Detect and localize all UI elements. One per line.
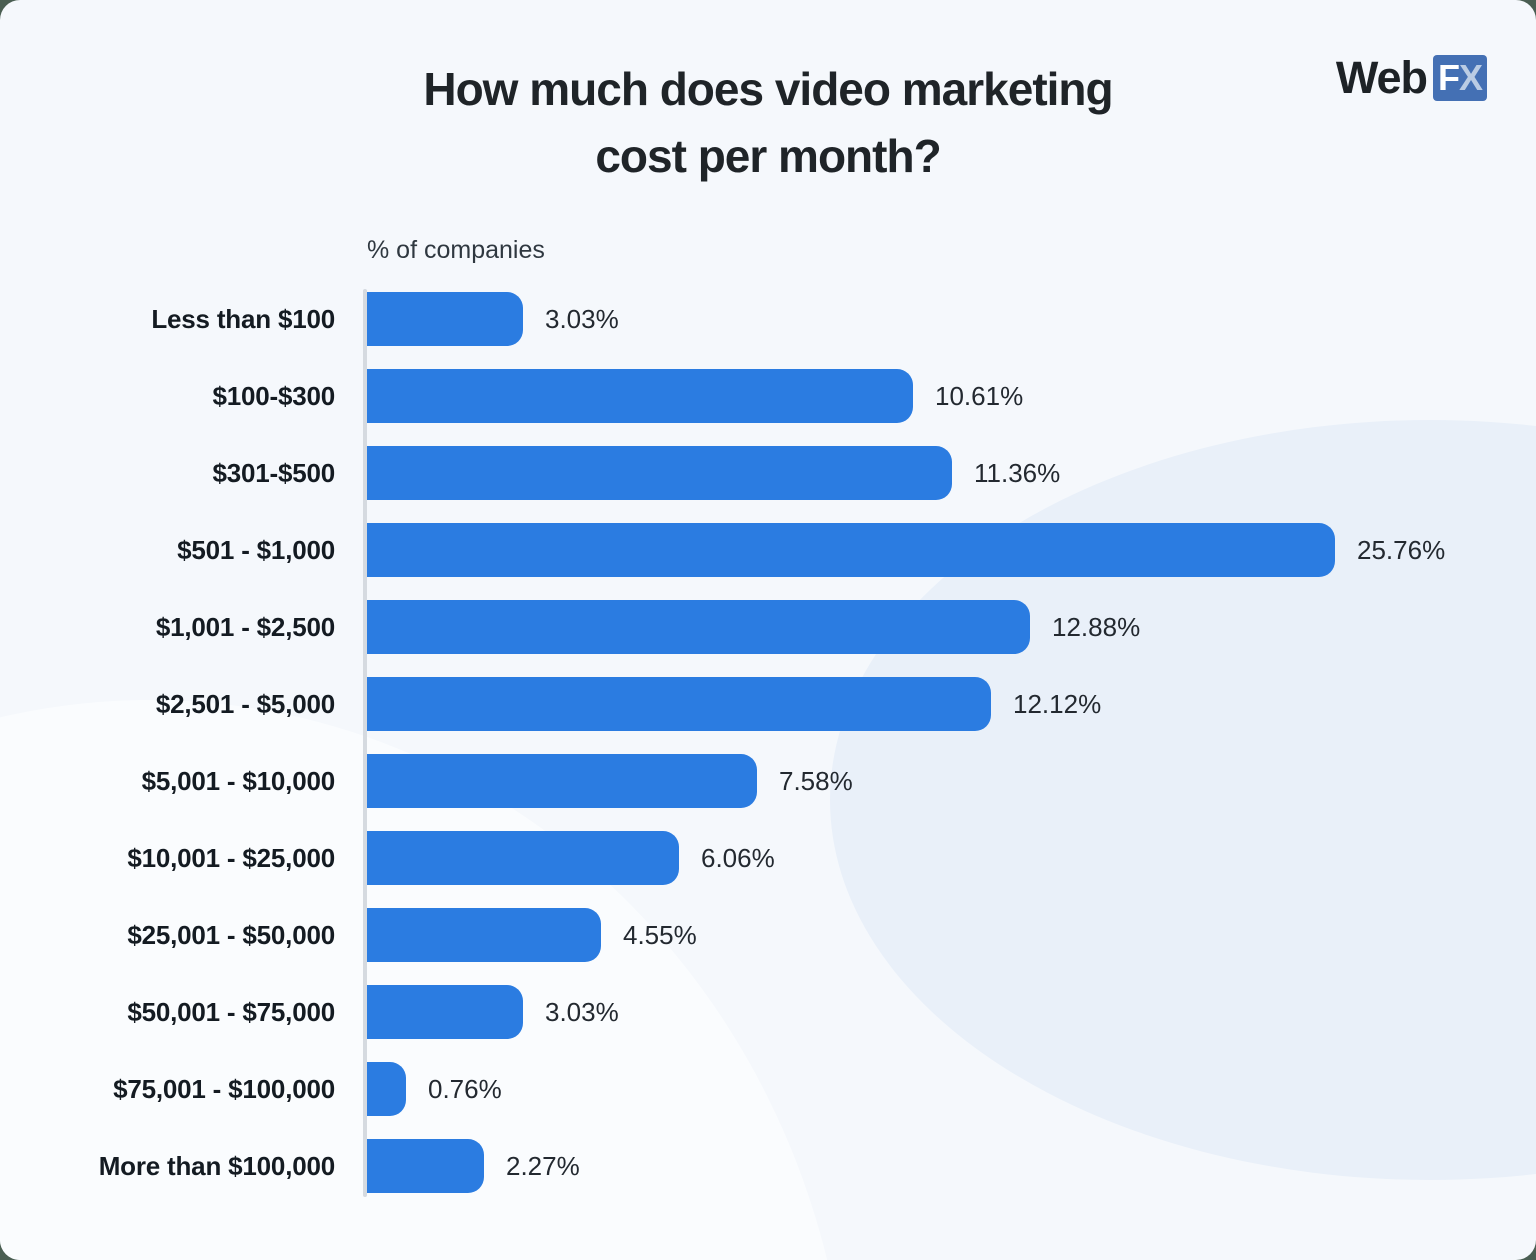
category-label: $75,001 - $100,000 — [113, 1074, 335, 1104]
category-label: Less than $100 — [151, 304, 335, 334]
category-label: $25,001 - $50,000 — [127, 920, 335, 950]
logo-text-web: Web — [1335, 52, 1428, 103]
value-label: 10.61% — [935, 381, 1024, 411]
bar — [367, 523, 1335, 577]
chart-row: $1,001 - $2,500 12.88% — [0, 600, 1536, 654]
value-label: 0.76% — [428, 1074, 502, 1104]
category-label: $5,001 - $10,000 — [141, 766, 336, 796]
bar — [367, 677, 991, 731]
bar — [367, 831, 679, 885]
category-label: $10,001 - $25,000 — [127, 843, 335, 873]
bar — [367, 1062, 406, 1116]
chart-row: $75,001 - $100,000 0.76% — [0, 1062, 1536, 1116]
chart-title: How much does video marketing cost per m… — [0, 56, 1536, 190]
axis-caption: % of companies — [367, 236, 545, 264]
chart-row: $50,001 - $75,000 3.03% — [0, 985, 1536, 1039]
chart-row: $301-$500 11.36% — [0, 446, 1536, 500]
bar — [367, 1139, 484, 1193]
value-label: 12.12% — [1013, 689, 1102, 719]
logo-badge-letter-f: F — [1437, 57, 1460, 98]
value-label: 3.03% — [545, 304, 619, 334]
value-label: 2.27% — [506, 1151, 580, 1181]
category-label: $501 - $1,000 — [177, 535, 335, 565]
chart-row: $25,001 - $50,000 4.55% — [0, 908, 1536, 962]
logo-badge-letter-x: X — [1458, 57, 1483, 98]
bar — [367, 369, 913, 423]
bar-chart: Less than $100 3.03% $100-$300 10.61% $301-$… — [0, 292, 1536, 1216]
chart-row: Less than $100 3.03% — [0, 292, 1536, 346]
category-label: $1,001 - $2,500 — [155, 612, 335, 642]
value-label: 3.03% — [545, 997, 619, 1027]
value-label: 6.06% — [701, 843, 775, 873]
chart-row: $2,501 - $5,000 12.12% — [0, 677, 1536, 731]
bar — [367, 908, 601, 962]
chart-title-line1: How much does video marketing — [423, 63, 1113, 115]
value-label: 12.88% — [1052, 612, 1141, 642]
value-label: 11.36% — [974, 458, 1061, 488]
chart-row: $501 - $1,000 25.76% — [0, 523, 1536, 577]
bar — [367, 446, 952, 500]
chart-row: $100-$300 10.61% — [0, 369, 1536, 423]
category-label: $50,001 - $75,000 — [127, 997, 335, 1027]
bar — [367, 754, 757, 808]
category-label: $301-$500 — [212, 458, 335, 488]
chart-row: More than $100,000 2.27% — [0, 1139, 1536, 1193]
value-label: 4.55% — [623, 920, 697, 950]
category-label: $100-$300 — [212, 381, 335, 411]
category-label: More than $100,000 — [98, 1151, 335, 1181]
chart-title-line2: cost per month? — [595, 130, 941, 182]
bar — [367, 985, 523, 1039]
category-label: $2,501 - $5,000 — [155, 689, 335, 719]
bar — [367, 292, 523, 346]
axis-line — [363, 289, 367, 1197]
value-label: 25.76% — [1357, 535, 1446, 565]
value-label: 7.58% — [779, 766, 853, 796]
chart-row: $10,001 - $25,000 6.06% — [0, 831, 1536, 885]
chart-row: $5,001 - $10,000 7.58% — [0, 754, 1536, 808]
bar — [367, 600, 1030, 654]
